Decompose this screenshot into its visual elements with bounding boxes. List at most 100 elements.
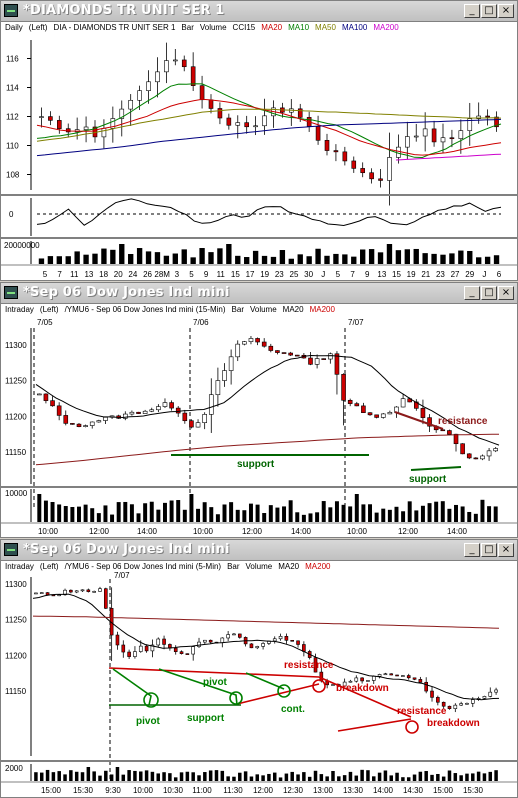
status-symbol: /YMU6 - Sep 06 Dow Jones Ind mini (15-Mi… xyxy=(64,305,226,314)
intraday-candle xyxy=(43,393,49,401)
intraday-candle xyxy=(220,637,225,643)
ma20-line xyxy=(36,98,502,156)
volume-bar xyxy=(43,500,48,522)
resistance-label-top: resistance xyxy=(284,660,334,671)
close-button[interactable]: × xyxy=(498,286,514,300)
volume-bar xyxy=(128,253,134,264)
chart-window-5min[interactable]: *Sep 06 Dow Jones Ind mini _ □ × Intrada… xyxy=(0,539,518,798)
volume-bar xyxy=(169,500,174,522)
status-cci: CCI15 xyxy=(232,23,256,32)
daily-candle xyxy=(253,125,258,128)
volume-bar xyxy=(306,256,312,264)
intraday-candle xyxy=(129,411,135,415)
date-axis-label: 23 xyxy=(436,270,445,279)
session-date-label: 7/07 xyxy=(114,571,130,580)
5min-price-chart[interactable]: 11300 11250 11200 11150 7/07 pivot pivot suppor… xyxy=(1,571,517,798)
volume-bar xyxy=(476,771,481,781)
chart-app-icon[interactable] xyxy=(4,543,18,556)
intraday-candle xyxy=(470,699,475,704)
date-axis-label: 9 xyxy=(204,270,209,279)
volume-bar xyxy=(377,252,384,264)
resistance-line xyxy=(108,667,320,678)
daily-candle xyxy=(164,60,169,73)
status-volume: Volume xyxy=(199,23,227,32)
daily-candle xyxy=(387,157,392,181)
volume-bar xyxy=(315,248,321,264)
time-axis-label: 14:00 xyxy=(373,786,394,795)
volume-bar xyxy=(37,494,42,522)
minimize-button[interactable]: _ xyxy=(464,543,480,557)
daily-candle xyxy=(476,115,481,119)
volume-bar xyxy=(331,770,335,781)
15min-price-chart[interactable]: 11300 11250 11200 11150 7/05 7/06 7/07 support r… xyxy=(1,314,517,538)
volume-bar xyxy=(387,509,392,522)
volume-bar xyxy=(447,770,452,781)
intraday-candle xyxy=(268,345,274,351)
volume-bar xyxy=(342,254,348,264)
maximize-button[interactable]: □ xyxy=(481,543,497,557)
volume-bar xyxy=(458,250,464,264)
intraday-candle xyxy=(341,374,346,401)
volume-bar xyxy=(422,253,428,264)
time-axis-label: 10:00 xyxy=(347,527,368,536)
minimize-button[interactable]: _ xyxy=(464,4,480,18)
date-axis-label: 5 xyxy=(336,270,341,279)
intraday-candle xyxy=(360,677,364,682)
daily-candle xyxy=(315,126,321,141)
volume-bar xyxy=(278,777,283,781)
ma200-line xyxy=(35,433,500,466)
intraday-candle xyxy=(473,457,479,460)
intraday-candle xyxy=(447,430,452,435)
volume-bar xyxy=(181,249,187,264)
intraday-candle xyxy=(228,356,234,371)
daily-candle xyxy=(190,66,196,86)
title-bar[interactable]: *DIAMONDS TR UNIT SER 1 _ □ × xyxy=(1,1,517,22)
close-button[interactable]: × xyxy=(498,4,514,18)
daily-candle xyxy=(101,128,107,138)
volume-bar xyxy=(65,256,71,264)
volume-bar xyxy=(209,507,214,522)
volume-bar xyxy=(319,774,324,781)
price-axis-label: 108 xyxy=(6,171,20,180)
cci-axis-label: 0 xyxy=(9,210,14,219)
intraday-candle xyxy=(162,638,166,645)
status-ma200: MA200 xyxy=(305,562,331,571)
intraday-candle xyxy=(342,681,347,687)
price-axis-label: 11250 xyxy=(5,616,27,625)
daily-candle xyxy=(440,137,446,143)
volume-bar xyxy=(288,258,294,264)
chart-window-15min[interactable]: *Sep 06 Dow Jones Ind mini _ □ × Intrada… xyxy=(0,282,518,538)
daily-candle xyxy=(57,120,62,129)
volume-bar xyxy=(262,513,267,522)
intraday-candle xyxy=(395,674,399,677)
intraday-candle xyxy=(182,412,188,422)
close-button[interactable]: × xyxy=(498,543,514,557)
chart-app-icon[interactable] xyxy=(4,4,18,17)
volume-bar xyxy=(96,513,101,522)
maximize-button[interactable]: □ xyxy=(481,286,497,300)
volume-bar xyxy=(104,770,108,781)
title-bar[interactable]: *Sep 06 Dow Jones Ind mini _ □ × xyxy=(1,283,517,304)
price-axis-label: 11200 xyxy=(5,651,27,660)
volume-bar xyxy=(427,503,432,522)
volume-bar xyxy=(366,770,370,781)
minimize-button[interactable]: _ xyxy=(464,286,480,300)
volume-bar xyxy=(374,512,379,522)
volume-bar xyxy=(203,772,207,781)
volume-bar xyxy=(51,772,56,781)
time-axis-label: 13:00 xyxy=(313,786,334,795)
status-axis: (Left) xyxy=(28,23,48,32)
chart-app-icon[interactable] xyxy=(4,286,18,299)
continuation-label: cont. xyxy=(281,704,305,715)
chart-window-diamonds[interactable]: *DIAMONDS TR UNIT SER 1 _ □ × Daily (Left… xyxy=(0,0,518,281)
volume-bar xyxy=(493,506,498,522)
volume-bar xyxy=(208,252,214,264)
volume-bar xyxy=(307,776,312,781)
daily-candle xyxy=(119,108,125,119)
intraday-candle xyxy=(334,353,340,375)
title-bar[interactable]: *Sep 06 Dow Jones Ind mini _ □ × xyxy=(1,540,517,561)
maximize-button[interactable]: □ xyxy=(481,4,497,18)
intraday-candle xyxy=(162,402,168,407)
intraday-candle xyxy=(389,673,394,676)
